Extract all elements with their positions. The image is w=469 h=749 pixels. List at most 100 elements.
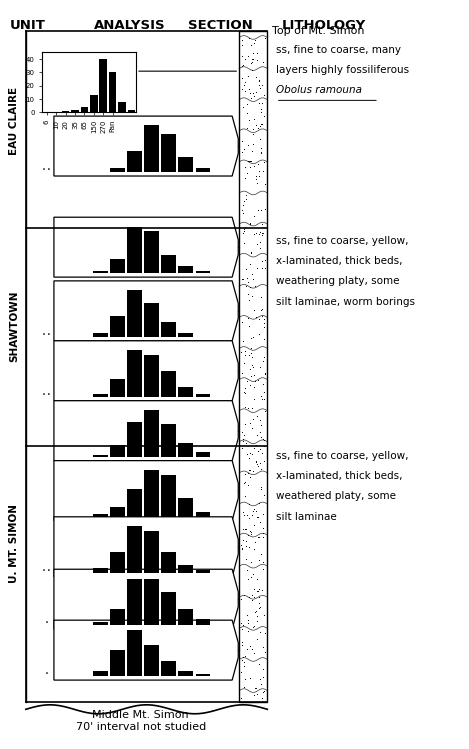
- Point: [245, 294, 253, 306]
- Point: [250, 442, 257, 454]
- Point: [250, 465, 257, 477]
- Polygon shape: [54, 517, 238, 577]
- Bar: [196, 395, 210, 397]
- Point: [249, 359, 256, 371]
- Bar: [127, 151, 142, 172]
- Point: [252, 682, 259, 694]
- Point: [258, 392, 265, 404]
- Point: [257, 291, 265, 303]
- Text: SHAWTOWN: SHAWTOWN: [9, 290, 19, 362]
- Point: [247, 155, 254, 167]
- Point: [246, 417, 254, 429]
- Point: [250, 393, 257, 405]
- Bar: [93, 515, 107, 517]
- Point: [260, 333, 267, 345]
- Point: [259, 685, 267, 697]
- Point: [238, 640, 246, 652]
- Point: [244, 614, 251, 626]
- Point: [248, 557, 255, 568]
- Point: [259, 522, 267, 534]
- Bar: [93, 568, 107, 573]
- Point: [241, 523, 249, 535]
- Point: [249, 64, 256, 76]
- Point: [255, 313, 262, 325]
- Point: [256, 497, 263, 509]
- Bar: [161, 592, 176, 625]
- Point: [254, 511, 261, 523]
- Point: [241, 660, 248, 672]
- Point: [249, 594, 256, 606]
- Point: [242, 193, 250, 205]
- Point: [255, 597, 263, 609]
- Point: [246, 162, 254, 174]
- Point: [242, 437, 250, 449]
- Polygon shape: [54, 341, 238, 401]
- Point: [241, 221, 249, 233]
- Point: [260, 386, 268, 398]
- Point: [249, 568, 257, 580]
- Point: [259, 378, 267, 390]
- Point: [251, 280, 259, 292]
- Point: [243, 610, 251, 622]
- Point: [244, 50, 252, 62]
- Point: [252, 170, 260, 182]
- Point: [260, 489, 268, 501]
- Point: [256, 583, 263, 595]
- Point: [257, 481, 265, 493]
- Point: [257, 548, 265, 560]
- Point: [252, 173, 259, 185]
- Point: [251, 682, 258, 694]
- Point: [260, 321, 268, 333]
- Bar: [99, 59, 107, 112]
- Point: [238, 666, 245, 678]
- Point: [240, 237, 248, 249]
- Point: [259, 56, 267, 68]
- Point: [241, 357, 248, 369]
- Point: [248, 342, 255, 354]
- Point: [247, 246, 255, 258]
- Point: [260, 156, 268, 168]
- Bar: [62, 111, 69, 112]
- Bar: [196, 271, 210, 273]
- Point: [258, 79, 265, 91]
- Point: [260, 227, 267, 239]
- Point: [252, 455, 259, 467]
- Text: ss, fine to coarse, yellow,: ss, fine to coarse, yellow,: [276, 451, 408, 461]
- Bar: [93, 271, 107, 273]
- Bar: [110, 650, 125, 676]
- Point: [252, 71, 260, 83]
- Point: [238, 135, 246, 147]
- Point: [250, 90, 257, 102]
- Text: weathering platy, some: weathering platy, some: [276, 276, 399, 286]
- Point: [256, 602, 263, 614]
- Point: [250, 381, 257, 393]
- Point: [244, 276, 251, 288]
- Point: [257, 419, 265, 431]
- Point: [254, 460, 262, 472]
- Bar: [179, 333, 193, 337]
- Point: [245, 542, 252, 554]
- Point: [256, 361, 264, 373]
- Point: [240, 651, 247, 663]
- Point: [255, 121, 262, 133]
- Point: [261, 685, 268, 697]
- Point: [243, 107, 250, 119]
- Point: [241, 79, 248, 91]
- Point: [243, 167, 251, 179]
- Point: [242, 280, 250, 292]
- Point: [242, 53, 249, 65]
- Point: [249, 268, 256, 280]
- Bar: [127, 291, 142, 337]
- Bar: [144, 645, 159, 676]
- Point: [254, 585, 261, 597]
- Bar: [179, 267, 193, 273]
- Text: LITHOLOGY: LITHOLOGY: [281, 19, 366, 31]
- Point: [244, 467, 252, 479]
- Text: SECTION: SECTION: [188, 19, 252, 31]
- Point: [243, 98, 250, 110]
- Text: ss, fine to coarse, many: ss, fine to coarse, many: [276, 45, 401, 55]
- Bar: [179, 609, 193, 625]
- Point: [254, 158, 262, 170]
- Point: [248, 53, 256, 65]
- Bar: [239, 31, 267, 702]
